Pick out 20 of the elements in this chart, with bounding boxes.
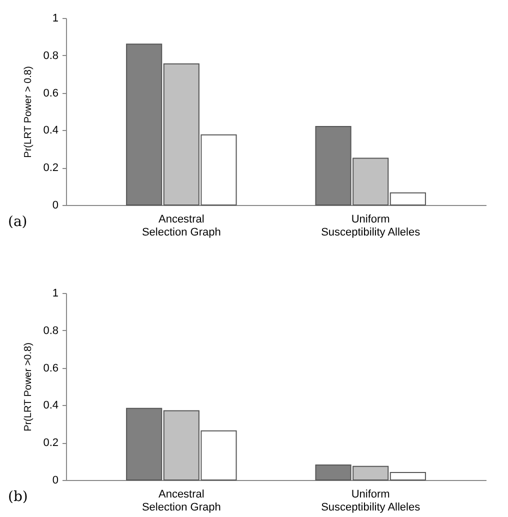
y-tick-label: 0.4 (43, 400, 58, 412)
y-tick-label: 0.2 (43, 162, 58, 174)
y-tick-label: 0.6 (43, 87, 58, 100)
y-tick-label: 0.8 (43, 50, 58, 62)
y-axis-title: Pr(LRT Power >0.8) (23, 342, 34, 432)
text: (b) (8, 489, 28, 505)
x-tick-label: Uniform Susceptibility Alleles (321, 214, 421, 238)
y-axis-title: Pr(LRT Power > 0.8) (23, 66, 34, 158)
x-tick-label: Ancestral Selection Graph (142, 488, 221, 514)
x-tick-label: Uniform Susceptibility Alleles (321, 488, 421, 514)
y-tick-label: 1 (52, 288, 58, 300)
y-tick-label: 0.6 (43, 362, 58, 374)
text: (a) (8, 214, 28, 230)
y-tick-label: 0 (52, 200, 58, 212)
x-tick-label: Ancestral Selection Graph (142, 214, 221, 238)
y-tick-label: 1 (52, 12, 58, 24)
y-tick-label: 0 (52, 474, 58, 486)
y-tick-label: 0.2 (43, 437, 58, 450)
y-tick-label: 0.8 (43, 324, 58, 337)
y-tick-label: 0.4 (43, 124, 58, 137)
